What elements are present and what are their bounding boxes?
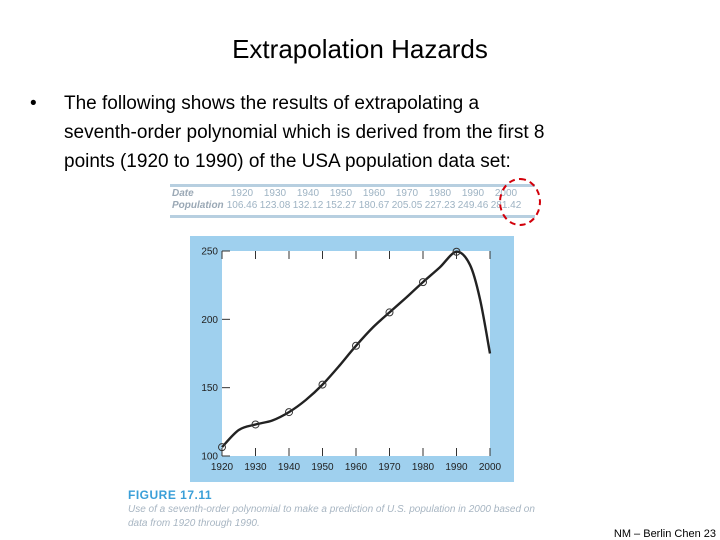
bullet-line-1: The following shows the results of extra…	[64, 93, 480, 114]
x-tick-label: 2000	[479, 462, 502, 473]
table-bottom-rule	[170, 215, 535, 218]
slide-title: Extrapolation Hazards	[232, 34, 488, 64]
x-tick-label: 1920	[211, 462, 234, 473]
data-point	[285, 408, 293, 417]
table-cell-date: 1920	[230, 188, 254, 199]
y-tick-label: 100	[201, 452, 218, 463]
table-cell-population: 106.46	[226, 200, 258, 211]
table-cell-date: 1960	[362, 188, 386, 199]
x-tick-label: 1960	[345, 462, 368, 473]
y-tick-label: 150	[201, 383, 218, 394]
data-point	[218, 443, 226, 452]
figure-number: FIGURE 17.11	[128, 488, 213, 502]
plot-area	[222, 251, 490, 456]
table-cell-date: 1940	[296, 188, 320, 199]
table-cell-population: 205.05	[391, 200, 423, 211]
table-cell-population: 152.27	[325, 200, 357, 211]
data-point	[251, 420, 260, 429]
y-tick-label: 200	[201, 315, 218, 326]
table-cell-population: 227.23	[424, 200, 456, 211]
slide-footer: NM – Berlin Chen 23	[613, 528, 716, 540]
bullet-marker: •	[30, 93, 37, 114]
x-tick-label: 1990	[445, 462, 468, 473]
data-point	[385, 308, 394, 317]
y-tick-label: 250	[201, 247, 218, 258]
figure-caption-line-2: data from 1920 through 1990.	[128, 518, 260, 529]
bullet-line-3: points (1920 to 1990) of the USA populat…	[64, 151, 511, 172]
figure-panel: 1920 1930 1940 1950 1960 1970 1980 1990 2000 100 1…	[190, 236, 514, 482]
figure-caption-line-1: Use of a seventh-order polynomial to mak…	[128, 504, 535, 515]
table-cell-date: 1970	[395, 188, 419, 199]
table-cell-date: 1930	[263, 188, 287, 199]
data-point	[452, 247, 461, 256]
table-cell-population: 249.46	[457, 200, 489, 211]
polynomial-curve	[221, 250, 492, 449]
data-point	[419, 278, 427, 287]
data-point	[318, 380, 327, 389]
x-tick-label: 1930	[244, 462, 267, 473]
table-row-label-date: Date	[172, 188, 194, 199]
table-cell-population: 123.08	[259, 200, 291, 211]
x-tick-label: 1970	[378, 462, 401, 473]
figure-caption: FIGURE 17.11 Use of a seventh-order poly…	[128, 488, 598, 530]
table-cell-date: 1980	[428, 188, 452, 199]
table-cell-population: 132.12	[292, 200, 324, 211]
table-cell-date: 1950	[329, 188, 353, 199]
x-tick-label: 1940	[278, 462, 301, 473]
table-row-label-population: Population	[172, 200, 224, 211]
x-tick-label: 1980	[412, 462, 435, 473]
population-chart: 1920 1930 1940 1950 1960 1970 1980 1990 2000 100 1…	[201, 247, 502, 474]
bullet-line-2: seventh-order polynomial which is derive…	[64, 122, 545, 143]
table-top-rule	[170, 184, 535, 187]
data-point	[352, 341, 360, 350]
year-2000-highlight-circle	[499, 178, 541, 226]
table-cell-population: 180.67	[358, 200, 390, 211]
population-data-table: Date 1920 1930 1940 1950 1960 1970 1980 …	[170, 184, 535, 220]
x-tick-label: 1950	[311, 462, 334, 473]
table-cell-date: 1990	[461, 188, 485, 199]
